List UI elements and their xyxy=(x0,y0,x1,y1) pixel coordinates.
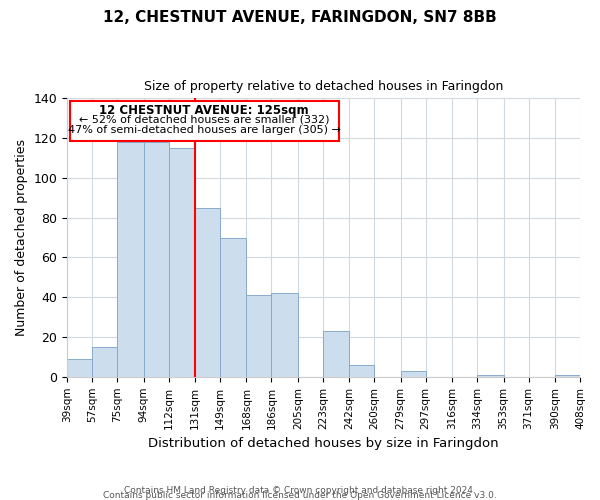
Bar xyxy=(477,375,503,377)
Bar xyxy=(323,331,349,377)
Bar xyxy=(271,294,298,377)
Text: 12 CHESTNUT AVENUE: 125sqm: 12 CHESTNUT AVENUE: 125sqm xyxy=(99,104,309,118)
Title: Size of property relative to detached houses in Faringdon: Size of property relative to detached ho… xyxy=(144,80,503,93)
Bar xyxy=(247,296,271,377)
Bar xyxy=(401,371,426,377)
Bar xyxy=(169,148,195,377)
Text: Contains public sector information licensed under the Open Government Licence v3: Contains public sector information licen… xyxy=(103,491,497,500)
Y-axis label: Number of detached properties: Number of detached properties xyxy=(15,139,28,336)
Bar xyxy=(349,365,374,377)
Text: ← 52% of detached houses are smaller (332): ← 52% of detached houses are smaller (33… xyxy=(79,114,329,124)
Text: 12, CHESTNUT AVENUE, FARINGDON, SN7 8BB: 12, CHESTNUT AVENUE, FARINGDON, SN7 8BB xyxy=(103,10,497,25)
Bar xyxy=(195,208,220,377)
Bar xyxy=(220,238,247,377)
Bar xyxy=(117,142,143,377)
Text: Contains HM Land Registry data © Crown copyright and database right 2024.: Contains HM Land Registry data © Crown c… xyxy=(124,486,476,495)
Bar xyxy=(143,142,169,377)
Bar xyxy=(555,375,580,377)
Bar xyxy=(67,359,92,377)
Text: 47% of semi-detached houses are larger (305) →: 47% of semi-detached houses are larger (… xyxy=(68,125,341,135)
FancyBboxPatch shape xyxy=(70,101,339,141)
Bar xyxy=(92,347,117,377)
X-axis label: Distribution of detached houses by size in Faringdon: Distribution of detached houses by size … xyxy=(148,437,499,450)
